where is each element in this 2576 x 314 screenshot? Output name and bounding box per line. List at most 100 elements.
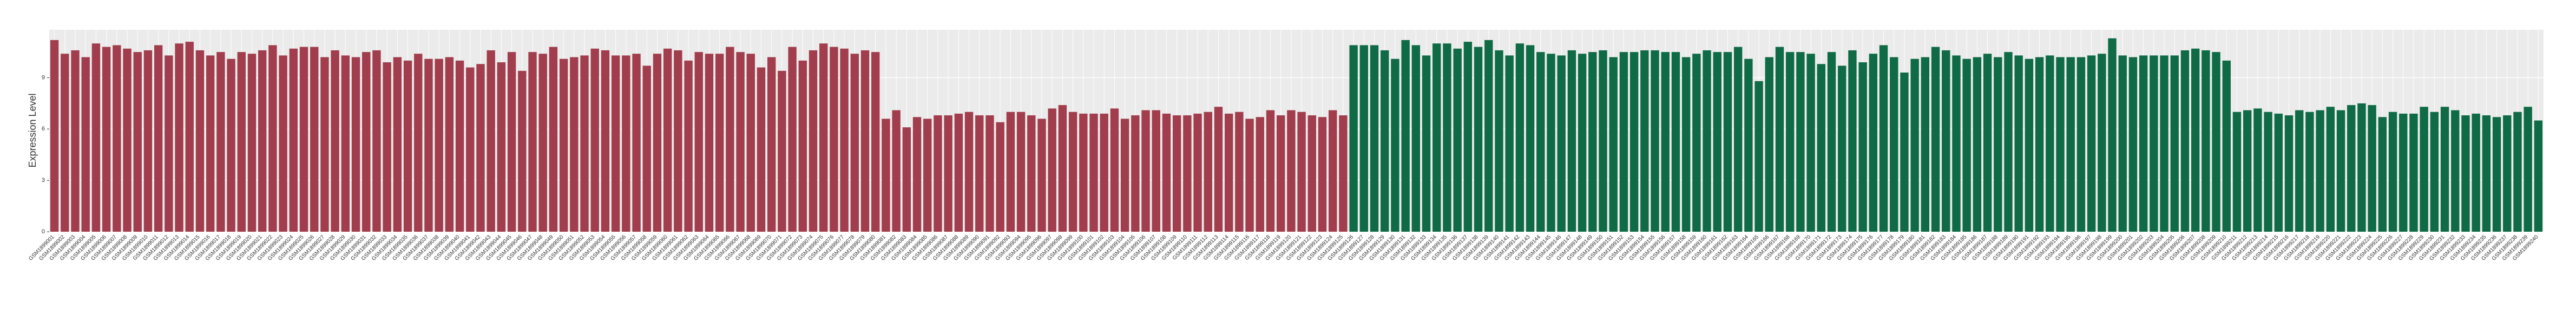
bar <box>1890 57 1898 232</box>
bar <box>590 48 599 232</box>
bar <box>1962 58 1971 232</box>
bar <box>746 54 755 232</box>
bar <box>154 45 163 232</box>
bar <box>1152 110 1160 232</box>
bar <box>1224 113 1233 232</box>
bar <box>850 54 859 232</box>
bar <box>50 40 59 232</box>
bar <box>622 55 630 232</box>
bar <box>642 66 651 232</box>
bar <box>809 50 818 232</box>
bar <box>2347 105 2356 232</box>
bar <box>1349 45 1358 232</box>
bar <box>2180 50 2190 232</box>
bar <box>2357 103 2366 232</box>
bar <box>237 52 246 232</box>
bar <box>715 54 724 232</box>
bar <box>1079 113 1088 232</box>
bar <box>2066 57 2075 232</box>
bar <box>944 115 952 232</box>
bar <box>1733 47 1743 232</box>
bar <box>2451 110 2460 232</box>
bar <box>2264 112 2272 232</box>
bar <box>778 70 786 232</box>
bar <box>1058 105 1067 232</box>
bar <box>975 115 984 232</box>
bar <box>518 70 527 232</box>
bar <box>798 60 807 232</box>
bar <box>2388 112 2397 232</box>
bar <box>393 57 402 232</box>
bar <box>1100 113 1108 232</box>
bar <box>1910 58 1919 232</box>
bar <box>1162 113 1171 232</box>
bar <box>964 112 974 232</box>
bar <box>1744 58 1753 232</box>
bar <box>1193 113 1202 232</box>
bar <box>351 57 360 232</box>
bar <box>840 48 849 232</box>
bar <box>1651 50 1659 232</box>
bar <box>653 54 662 232</box>
bar <box>1172 115 1181 232</box>
bar <box>1141 110 1150 232</box>
bar <box>1110 108 1119 232</box>
bar <box>1661 52 1670 232</box>
bar <box>2004 52 2013 232</box>
bar <box>1089 113 1098 232</box>
bar <box>1942 50 1950 232</box>
bar <box>113 45 121 232</box>
bar <box>2274 113 2283 232</box>
bar <box>2336 110 2345 232</box>
bar <box>1266 110 1275 232</box>
bar <box>2035 57 2044 232</box>
bar <box>2368 105 2376 232</box>
bar <box>2430 112 2439 232</box>
bar <box>1048 108 1056 232</box>
bar <box>1484 40 1493 232</box>
bar <box>1277 115 1285 232</box>
bar <box>996 122 1004 232</box>
bar <box>507 52 516 232</box>
bar <box>1713 52 1721 232</box>
bar <box>923 119 932 232</box>
bar <box>1432 43 1441 232</box>
bar <box>2513 112 2522 232</box>
bar <box>611 55 620 232</box>
bar <box>912 117 922 232</box>
y-axis-label: Expression Level <box>27 93 38 167</box>
bar <box>1339 115 1348 232</box>
bar <box>1391 58 1399 232</box>
bar <box>1256 117 1264 232</box>
bar <box>466 67 475 232</box>
bar <box>2399 113 2408 232</box>
bar <box>2420 107 2428 232</box>
bar <box>1921 57 1930 232</box>
bar <box>2046 55 2054 232</box>
bar <box>1952 55 1961 232</box>
bar <box>71 50 80 232</box>
bar <box>1858 62 1867 232</box>
bar <box>2150 55 2158 232</box>
bar <box>1879 45 1888 232</box>
bar <box>1131 115 1140 232</box>
bar <box>1505 55 1514 232</box>
bar <box>1515 43 1524 232</box>
bar <box>123 48 132 232</box>
bar <box>2409 113 2418 232</box>
bar <box>2503 115 2512 232</box>
bar <box>1307 115 1316 232</box>
bar <box>1900 73 1909 232</box>
bar <box>331 50 339 232</box>
bar <box>1297 112 1306 232</box>
bar <box>2305 112 2314 232</box>
bar <box>1765 57 1773 232</box>
bar <box>1547 54 1555 232</box>
bar <box>1671 52 1680 232</box>
bar <box>1204 112 1212 232</box>
bar <box>61 54 69 232</box>
bar <box>1827 52 1836 232</box>
bar <box>143 50 153 232</box>
bar <box>1006 112 1015 232</box>
bar <box>1619 52 1628 232</box>
